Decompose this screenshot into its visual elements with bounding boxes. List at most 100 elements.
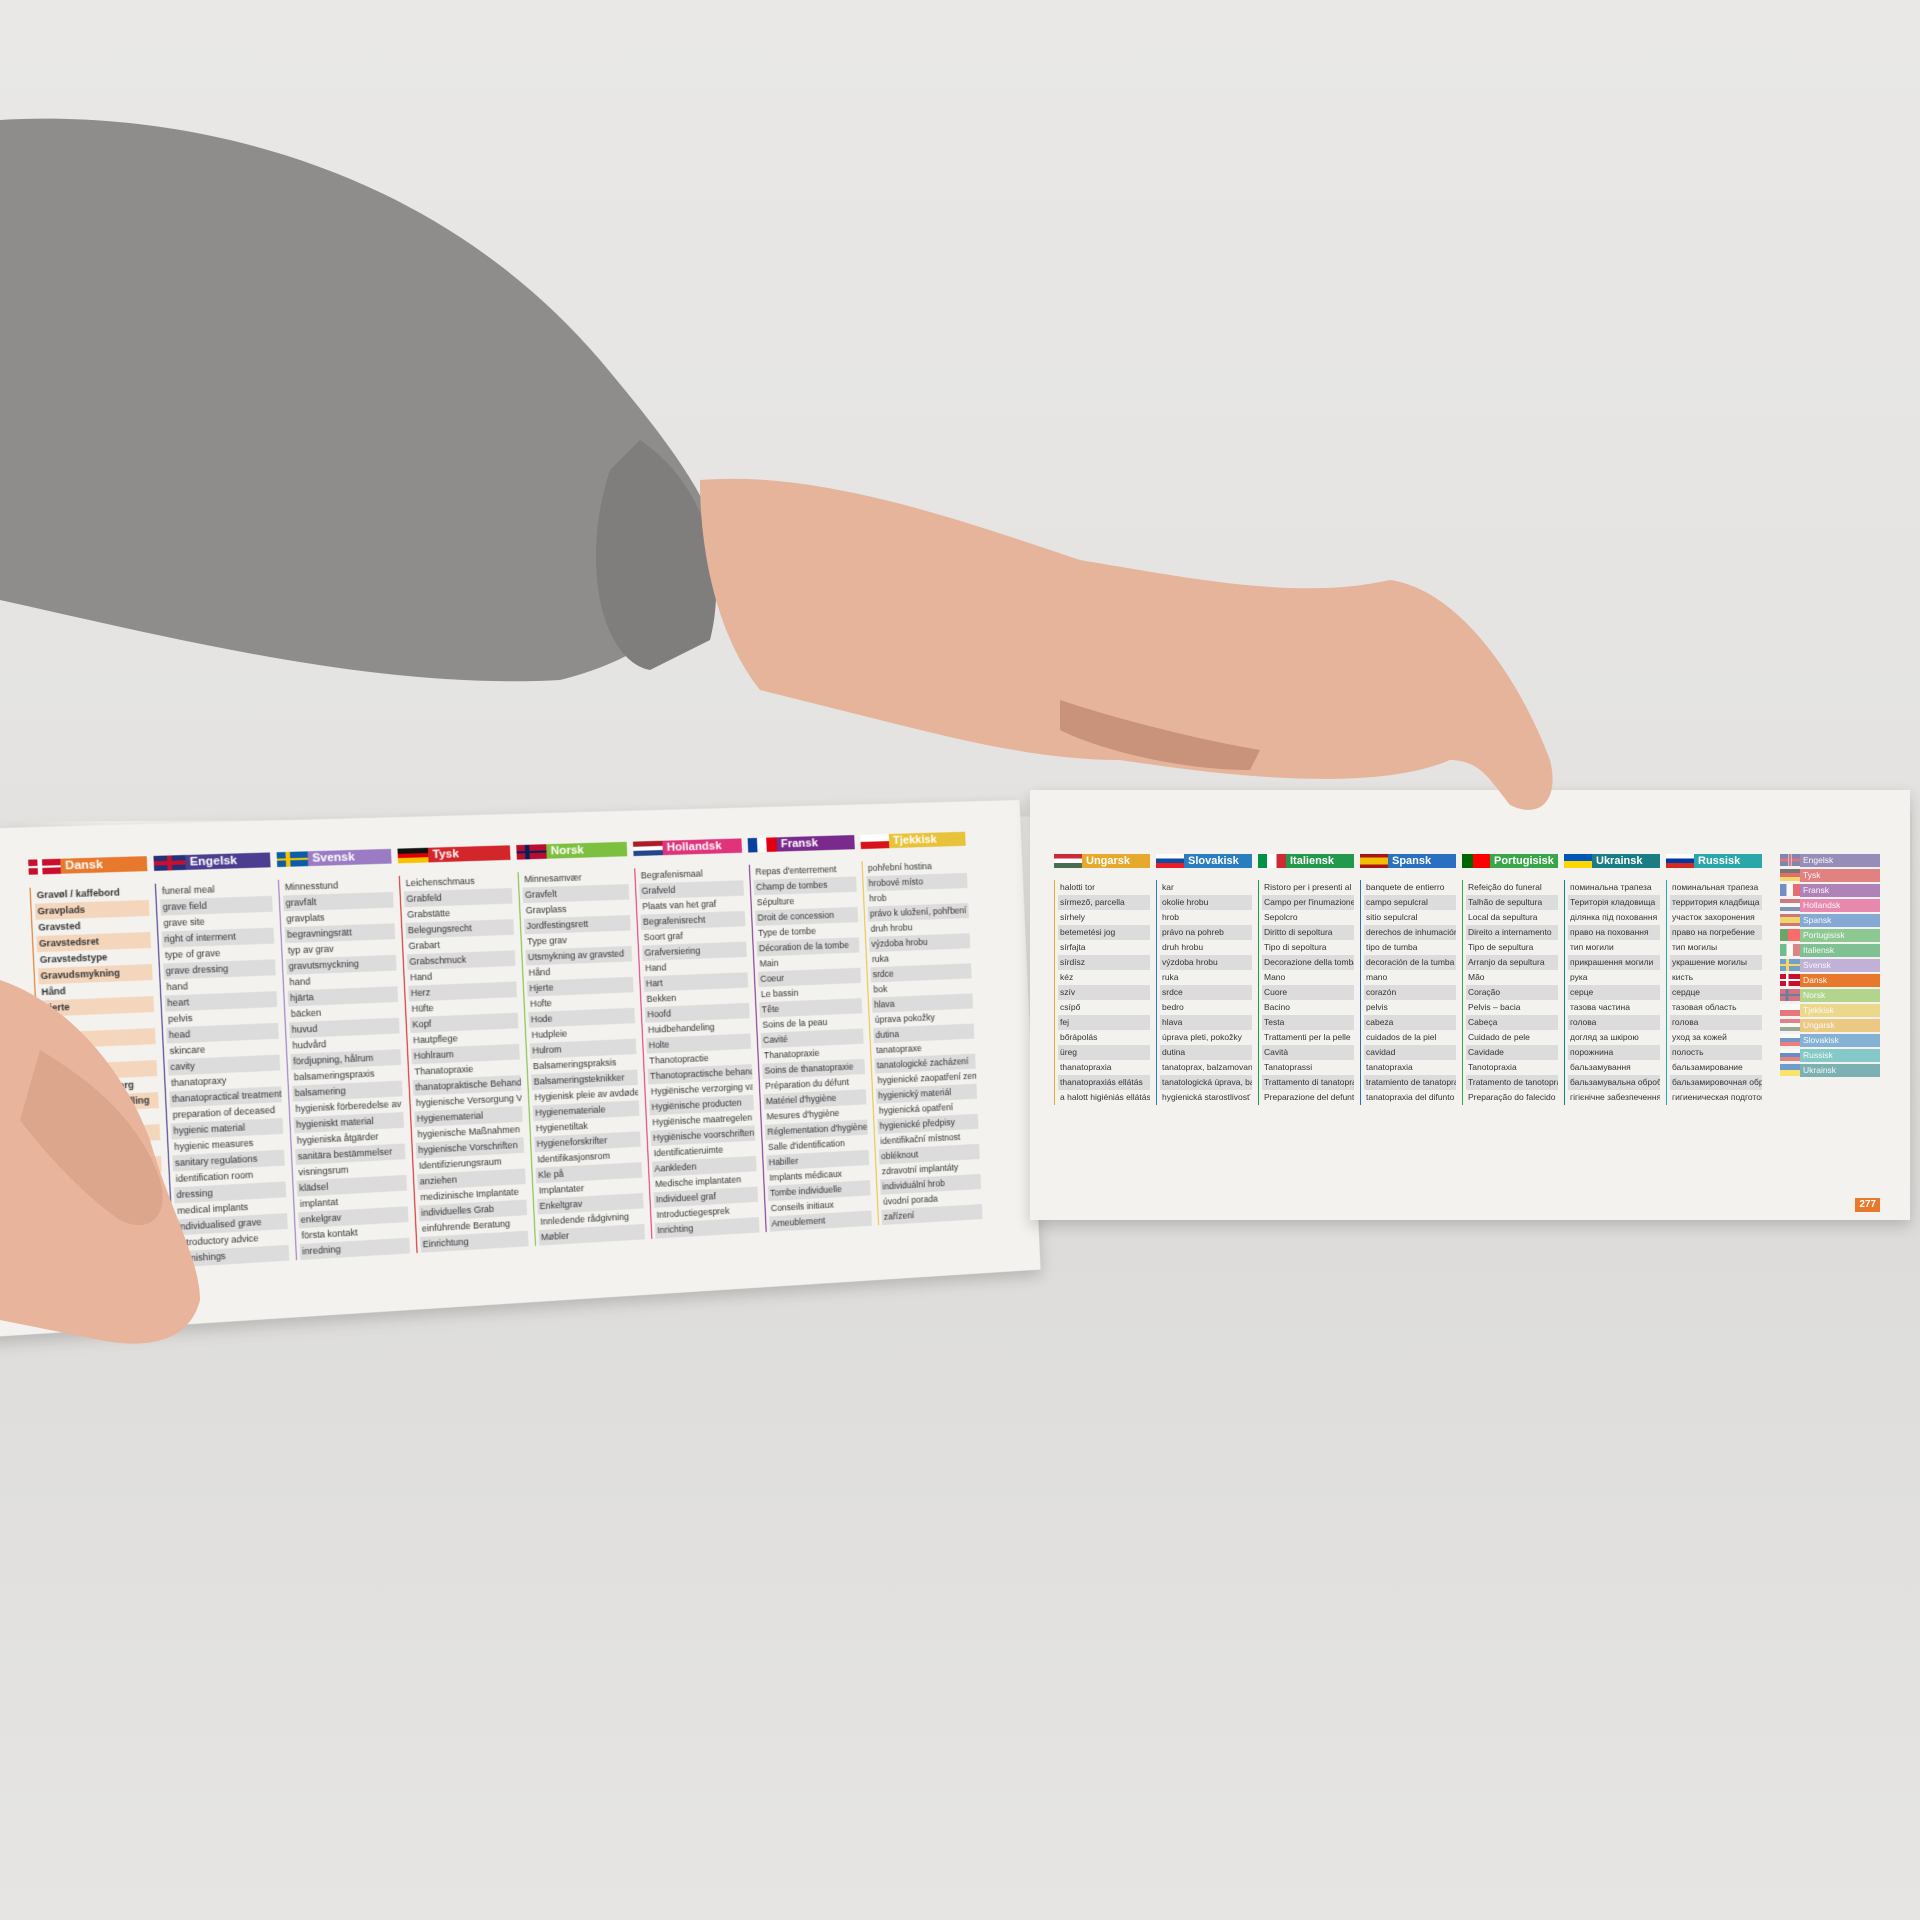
flag-sk-icon [1780, 1034, 1800, 1046]
term-row: decoración de la tumba [1364, 955, 1456, 970]
column-header: Hollandsk [632, 838, 743, 858]
term-row: derechos de inhumación [1364, 925, 1456, 940]
term-row: thanatopraxiás ellátás [1058, 1075, 1150, 1090]
index-tab-label: Ungarsk [1800, 1019, 1880, 1032]
index-tab-tysk[interactable]: Tysk [1780, 869, 1880, 882]
flag-nl-icon [632, 840, 663, 857]
language-label: Tjekkisk [888, 831, 966, 849]
flag-cz-icon [860, 834, 890, 850]
term-list: Refeição do funeral Talhão de sepultura Lo… [1462, 880, 1558, 1105]
page-number-left: 276 [49, 1307, 79, 1325]
term-row: kéz [1060, 972, 1074, 982]
term-list: funeral meal grave field grave site right o… [154, 879, 290, 1268]
term-row: Tipo de sepultura [1468, 942, 1534, 952]
term-row: fej [1058, 1015, 1150, 1030]
term-row: cavidad [1364, 1045, 1456, 1060]
term-row: ділянка під поховання [1570, 912, 1658, 922]
term-list: поминальна трапеза Територія кладовища діл… [1564, 880, 1660, 1105]
language-label: Italiensk [1286, 854, 1354, 868]
index-tab-ungarsk[interactable]: Ungarsk [1780, 1019, 1880, 1032]
term-row: tanatologická úprava, balzamovanie [1160, 1075, 1252, 1090]
flag-se-icon [276, 851, 309, 868]
flag-it-icon [1780, 944, 1800, 956]
term-row: сердце [1670, 985, 1762, 1000]
term-row: гігієнічне забезпечення померлих [1570, 1092, 1660, 1102]
term-row: csípő [1060, 1002, 1081, 1012]
term-row: campo sepulcral [1364, 895, 1456, 910]
column-ukrainsk: Ukrainsk поминальна трапеза Територія кла… [1564, 854, 1660, 1105]
term-row: Decorazione della tomba [1262, 955, 1354, 970]
term-row: tanatoprax, balzamovanie [1162, 1062, 1252, 1072]
index-tab-ukrainsk[interactable]: Ukrainsk [1780, 1064, 1880, 1077]
column-norsk: Norsk Minnesamvær Gravfelt Gravplass Jordfe… [516, 841, 646, 1246]
term-row: Trattamenti per la pelle [1264, 1032, 1351, 1042]
language-label: Spansk [1388, 854, 1456, 868]
term-row: Sepolcro [1264, 912, 1298, 922]
term-row: бальзамувальна обробка [1568, 1075, 1660, 1090]
index-tab-spansk[interactable]: Spansk [1780, 914, 1880, 927]
term-row: бальзамировочная обработка [1670, 1075, 1762, 1090]
index-tab-hollandsk[interactable]: Hollandsk [1780, 899, 1880, 912]
index-tab-tjekkisk[interactable]: Tjekkisk [1780, 1004, 1880, 1017]
term-row: Local da sepultura [1468, 912, 1538, 922]
flag-gb-icon [1780, 854, 1800, 866]
term-row: Preparazione del defunto [1264, 1092, 1354, 1102]
index-tab-fransk[interactable]: Fransk [1780, 884, 1880, 897]
right-columns: Ungarsk halotti tor sírmező, parcella sírh… [1054, 854, 1762, 1105]
flag-gb-icon [153, 854, 186, 871]
term-row: Mão [1468, 972, 1485, 982]
term-list: Minnesstund gravfält gravplats begravningsr… [277, 876, 411, 1261]
column-header: Spansk [1360, 854, 1456, 870]
term-row: hygienická starostlivosť o zosnulého [1162, 1092, 1252, 1102]
index-tab-russisk[interactable]: Russisk [1780, 1049, 1880, 1062]
term-list: Repas d'enterrement Champ de tombes Sépult… [748, 861, 872, 1233]
term-row: mano [1366, 972, 1388, 982]
term-row: бальзамирование [1672, 1062, 1743, 1072]
column-hollandsk: Hollandsk Begrafenismaal Grafveld Plaats v… [632, 838, 760, 1239]
index-tab-dansk[interactable]: Dansk [1780, 974, 1880, 987]
term-row: tanatopraxia [1366, 1062, 1413, 1072]
term-row: Cabeça [1466, 1015, 1558, 1030]
flag-fr-icon [1780, 884, 1800, 896]
index-tab-slovakisk[interactable]: Slovakisk [1780, 1034, 1880, 1047]
language-label: Tysk [427, 845, 511, 863]
language-label: Hollandsk [662, 838, 743, 856]
term-row: Campo per l'inumazione [1262, 895, 1354, 910]
flag-ru-icon [1780, 1049, 1800, 1061]
term-row: Coração [1466, 985, 1558, 1000]
term-row: dutina [1160, 1045, 1252, 1060]
term-row: Pelvis – bacia [1468, 1002, 1521, 1012]
index-tab-label: Fransk [1800, 884, 1880, 897]
index-tab-engelsk[interactable]: Engelsk [1780, 854, 1880, 867]
left-page: Dansk Gravøl / kaffebord Gravplads Gravste… [0, 800, 1041, 1339]
flag-cz-icon [1780, 1004, 1800, 1016]
index-tab-label: Tysk [1800, 869, 1880, 882]
language-label: Fransk [776, 835, 855, 852]
flag-se-icon [1780, 959, 1800, 971]
index-tab-label: Svensk [1800, 959, 1880, 972]
index-tab-svensk[interactable]: Svensk [1780, 959, 1880, 972]
term-row: кисть [1672, 972, 1694, 982]
index-tab-portugisisk[interactable]: Portugisisk [1780, 929, 1880, 942]
term-row: sírdísz [1058, 955, 1150, 970]
term-row: halotti tor [1060, 882, 1095, 892]
right-page: Ungarsk halotti tor sírmező, parcella sírh… [1030, 790, 1910, 1220]
term-row: Testa [1262, 1015, 1354, 1030]
language-label: Ungarsk [1082, 854, 1150, 868]
column-russisk: Russisk поминальная трапеза территория кл… [1666, 854, 1762, 1105]
term-row: hrob [1162, 912, 1180, 922]
language-label: Norsk [546, 841, 628, 859]
column-portugisisk: Portugisisk Refeição do funeral Talhão de… [1462, 854, 1558, 1105]
term-row: Tipo di sepoltura [1264, 942, 1327, 952]
index-tab-norsk[interactable]: Norsk [1780, 989, 1880, 1002]
column-header: Italiensk [1258, 854, 1354, 870]
term-row: Arranjo da sepultura [1466, 955, 1558, 970]
term-row: sírfajta [1060, 942, 1086, 952]
index-tab-italiensk[interactable]: Italiensk [1780, 944, 1880, 957]
column-slovakisk: Slovakisk kar okolie hrobu hrob právo na po… [1156, 854, 1252, 1105]
column-header: Fransk [747, 835, 855, 855]
column-header: Norsk [516, 841, 628, 862]
column-svensk: Svensk Minnesstund gravfält gravplats begra… [276, 848, 411, 1261]
term-row: ruka [1162, 972, 1179, 982]
flag-ua-icon [1780, 1064, 1800, 1076]
